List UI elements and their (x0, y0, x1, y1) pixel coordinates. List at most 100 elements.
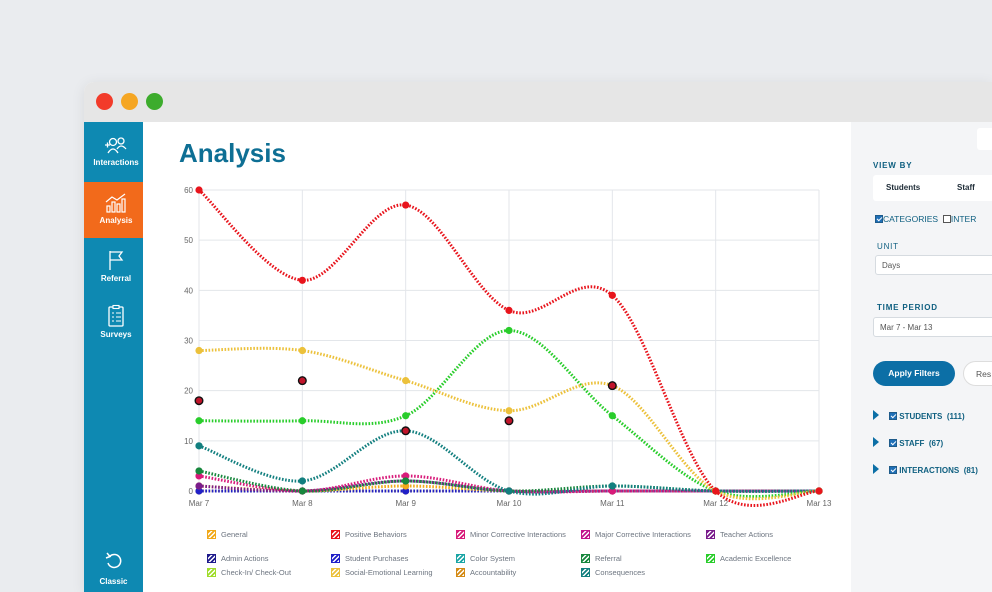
expand-arrow-icon[interactable] (873, 437, 879, 447)
sidebar-item-interactions[interactable]: Interactions (84, 136, 148, 167)
sidebar-item-label: Analysis (99, 216, 133, 225)
data-point (298, 477, 306, 485)
main-content: Analysis 0 10 20 30 40 50 60 Mar 7 Mar 8 Mar 9 Mar… (143, 122, 851, 592)
data-point (298, 417, 306, 425)
close-dot[interactable] (96, 93, 113, 110)
annotation-marker (401, 426, 411, 436)
interactions-icon (105, 137, 127, 154)
tab-students[interactable]: Students (886, 183, 921, 192)
expand-arrow-icon[interactable] (873, 464, 879, 474)
annotation-marker (194, 396, 204, 406)
unit-label: UNIT (877, 242, 899, 251)
data-point (402, 477, 410, 485)
time-period-label: TIME PERIOD (877, 303, 938, 312)
data-point (608, 482, 616, 490)
app-window: Interactions Analysis Referral (84, 82, 992, 592)
legend-label: Referral (595, 554, 622, 563)
legend-label: General (221, 530, 248, 539)
sidebar-item-analysis[interactable]: Analysis (84, 182, 148, 238)
expand-arrow-icon[interactable] (873, 410, 879, 420)
sidebar-item-referral[interactable]: Referral (84, 248, 148, 283)
data-point (195, 442, 203, 450)
legend-label: Academic Excellence (720, 554, 792, 563)
tree-label: INTERACTIONS (899, 466, 960, 475)
interactions-tree-checkbox[interactable] (889, 466, 897, 474)
staff-checkbox[interactable] (889, 439, 897, 447)
y-tick-label: 60 (184, 186, 193, 195)
categories-toggle[interactable]: CATEGORIES INTER (875, 214, 976, 224)
clipboard-icon (108, 304, 124, 327)
filter-panel: VIEW BY Students Staff CATEGORIES INTER … (851, 122, 992, 592)
y-tick-label: 40 (184, 286, 193, 295)
legend-swatch (331, 530, 340, 539)
page-title: Analysis (179, 138, 286, 168)
tree-count: (81) (963, 466, 978, 475)
line-chart: 0 10 20 30 40 50 60 Mar 7 Mar 8 Mar 9 Mar 10 Mar 11… (184, 186, 832, 508)
annotation-marker (607, 381, 617, 391)
annotation-marker (297, 376, 307, 386)
panel-toggle-button[interactable] (977, 128, 992, 150)
data-point (505, 487, 513, 495)
sidebar: Interactions Analysis Referral (84, 122, 148, 592)
data-point (402, 482, 410, 490)
legend-swatch (456, 554, 465, 563)
x-tick-label: Mar 12 (703, 499, 728, 508)
legend-label: Major Corrective Interactions (595, 530, 691, 539)
data-point (712, 487, 720, 495)
legend-swatch (456, 530, 465, 539)
legend-swatch (207, 530, 216, 539)
legend-label: Check-In/ Check-Out (221, 568, 292, 577)
legend-label: Admin Actions (221, 554, 269, 563)
data-point (505, 306, 513, 314)
analysis-chart-icon (105, 193, 126, 213)
students-checkbox[interactable] (889, 412, 897, 420)
legend-label: Social-Emotional Learning (345, 568, 433, 577)
sidebar-item-surveys[interactable]: Surveys (84, 304, 148, 339)
data-point (402, 412, 410, 420)
data-point (195, 467, 203, 475)
x-tick-label: Mar 10 (497, 499, 522, 508)
legend-swatch (706, 530, 715, 539)
sidebar-item-label: Surveys (100, 330, 132, 339)
y-tick-label: 50 (184, 236, 193, 245)
legend-label: Student Purchases (345, 554, 409, 563)
data-point (298, 276, 306, 284)
data-point (505, 407, 513, 415)
data-point (298, 487, 306, 495)
classic-button[interactable]: Classic (84, 552, 143, 586)
data-point (402, 472, 410, 480)
data-point (815, 487, 823, 495)
annotation-marker (504, 416, 514, 426)
data-point (402, 487, 410, 495)
data-point (608, 291, 616, 299)
data-point (402, 201, 410, 209)
time-period-field[interactable]: Mar 7 - Mar 13 (873, 317, 992, 337)
reset-button[interactable]: Res (963, 361, 992, 386)
apply-filters-button[interactable]: Apply Filters (873, 361, 955, 386)
tab-staff[interactable]: Staff (957, 183, 975, 192)
minimize-dot[interactable] (121, 93, 138, 110)
tree-row-staff[interactable]: STAFF (67) (873, 437, 943, 448)
x-tick-label: Mar 13 (807, 499, 832, 508)
zoom-dot[interactable] (146, 93, 163, 110)
data-point (402, 377, 410, 385)
interactions-checkbox[interactable] (942, 215, 951, 223)
undo-icon (105, 552, 121, 569)
y-tick-label: 0 (189, 487, 194, 496)
legend-label: Consequences (595, 568, 646, 577)
unit-select[interactable]: Days (875, 255, 992, 275)
legend-label: Positive Behaviors (345, 530, 407, 539)
categories-checkbox[interactable] (875, 215, 883, 223)
data-point (195, 482, 203, 490)
legend-swatch (331, 568, 340, 577)
title-bar (84, 82, 992, 122)
tree-row-interactions[interactable]: INTERACTIONS (81) (873, 464, 978, 475)
tree-count: (67) (928, 439, 944, 448)
legend-swatch (207, 554, 216, 563)
legend-swatch (581, 568, 590, 577)
data-point (195, 346, 203, 355)
tree-row-students[interactable]: STUDENTS (111) (873, 410, 965, 421)
data-point (195, 487, 203, 495)
tree-count: (111) (946, 412, 965, 421)
data-point (505, 326, 513, 335)
